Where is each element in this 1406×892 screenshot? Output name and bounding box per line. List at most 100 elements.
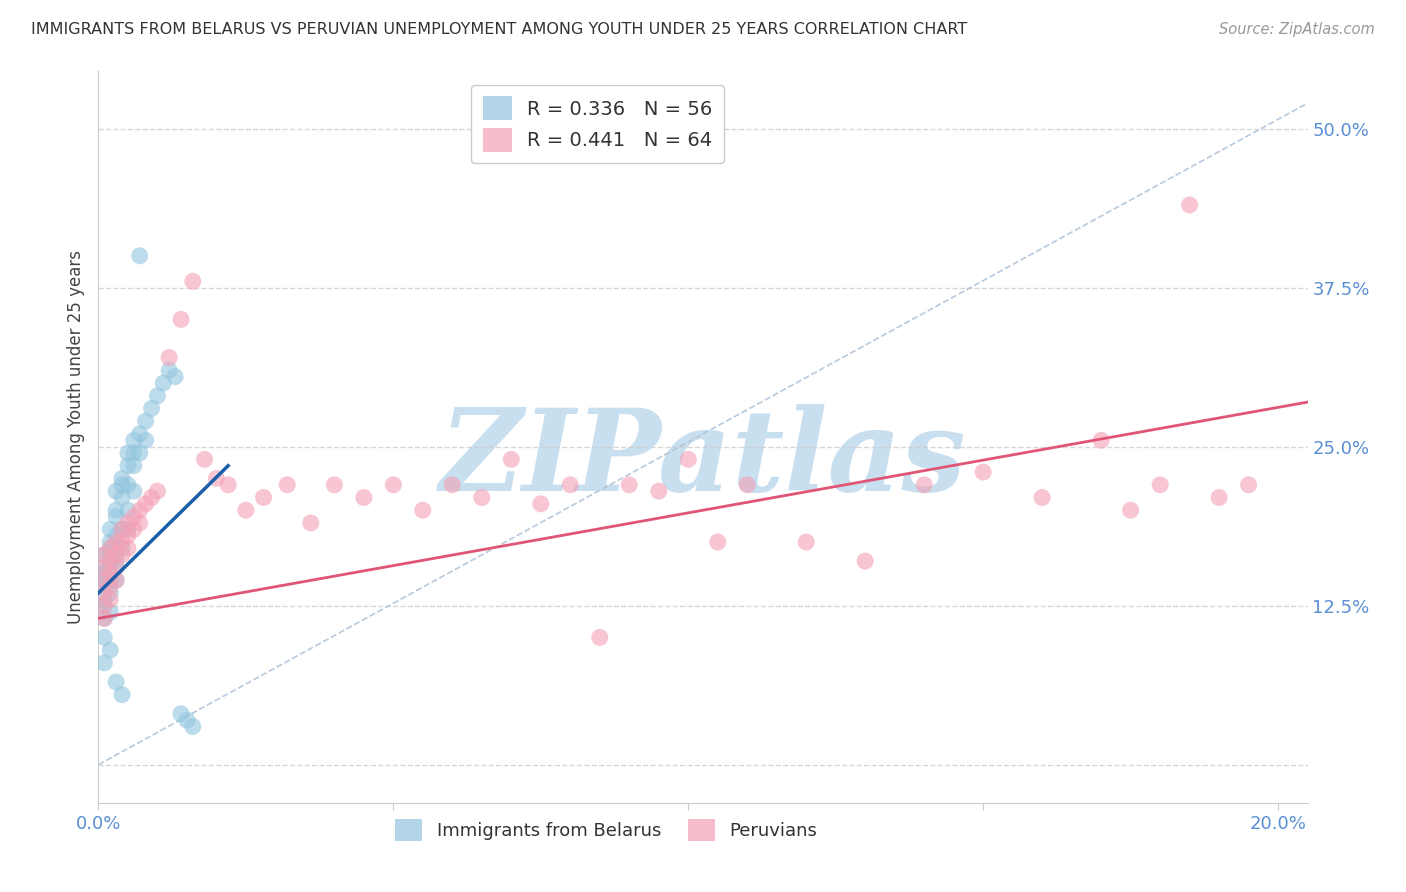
Point	[217, 477, 239, 491]
Point	[1237, 477, 1260, 491]
Point	[98, 573, 121, 587]
Point	[93, 548, 115, 562]
Point	[1090, 434, 1112, 448]
Point	[205, 471, 228, 485]
Point	[105, 529, 128, 543]
Point	[93, 611, 115, 625]
Point	[93, 573, 115, 587]
Point	[117, 522, 139, 536]
Point	[105, 484, 128, 499]
Point	[589, 631, 612, 645]
Point	[972, 465, 994, 479]
Point	[98, 586, 121, 600]
Point	[105, 573, 128, 587]
Point	[122, 458, 145, 473]
Point	[157, 351, 180, 365]
Point	[560, 477, 582, 491]
Point	[501, 452, 523, 467]
Point	[1119, 503, 1142, 517]
Point	[412, 503, 434, 517]
Point	[135, 497, 157, 511]
Point	[98, 541, 121, 556]
Text: ZIPatlas: ZIPatlas	[440, 403, 966, 515]
Point	[98, 535, 121, 549]
Point	[111, 522, 134, 536]
Point	[105, 554, 128, 568]
Point	[117, 541, 139, 556]
Point	[122, 446, 145, 460]
Point	[141, 401, 163, 416]
Point	[128, 446, 150, 460]
Point	[794, 535, 817, 549]
Point	[117, 529, 139, 543]
Point	[93, 560, 115, 574]
Point	[117, 503, 139, 517]
Point	[117, 477, 139, 491]
Point	[105, 541, 128, 556]
Text: IMMIGRANTS FROM BELARUS VS PERUVIAN UNEMPLOYMENT AMONG YOUTH UNDER 25 YEARS CORR: IMMIGRANTS FROM BELARUS VS PERUVIAN UNEM…	[31, 22, 967, 37]
Point	[252, 491, 274, 505]
Point	[105, 548, 128, 562]
Point	[441, 477, 464, 491]
Point	[122, 484, 145, 499]
Point	[1208, 491, 1230, 505]
Point	[176, 713, 198, 727]
Point	[1149, 477, 1171, 491]
Point	[98, 643, 121, 657]
Point	[471, 491, 494, 505]
Point	[105, 675, 128, 690]
Point	[678, 452, 700, 467]
Point	[122, 522, 145, 536]
Point	[117, 516, 139, 530]
Point	[93, 631, 115, 645]
Point	[128, 503, 150, 517]
Point	[128, 426, 150, 441]
Point	[105, 573, 128, 587]
Point	[111, 541, 134, 556]
Point	[157, 363, 180, 377]
Point	[530, 497, 553, 511]
Point	[93, 548, 115, 562]
Point	[93, 592, 115, 607]
Point	[93, 656, 115, 670]
Point	[128, 249, 150, 263]
Point	[128, 516, 150, 530]
Point	[706, 535, 728, 549]
Point	[382, 477, 405, 491]
Point	[111, 548, 134, 562]
Point	[98, 554, 121, 568]
Point	[135, 434, 157, 448]
Point	[1178, 198, 1201, 212]
Y-axis label: Unemployment Among Youth under 25 years: Unemployment Among Youth under 25 years	[66, 250, 84, 624]
Point	[117, 458, 139, 473]
Point	[111, 535, 134, 549]
Point	[648, 484, 671, 499]
Text: Source: ZipAtlas.com: Source: ZipAtlas.com	[1219, 22, 1375, 37]
Point	[98, 554, 121, 568]
Point	[105, 535, 128, 549]
Point	[117, 446, 139, 460]
Point	[93, 586, 115, 600]
Legend: Immigrants from Belarus, Peruvians: Immigrants from Belarus, Peruvians	[388, 812, 825, 848]
Point	[105, 560, 128, 574]
Point	[912, 477, 935, 491]
Point	[146, 389, 169, 403]
Point	[170, 706, 193, 721]
Point	[98, 605, 121, 619]
Point	[111, 491, 134, 505]
Point	[276, 477, 298, 491]
Point	[98, 548, 121, 562]
Point	[98, 580, 121, 594]
Point	[853, 554, 876, 568]
Point	[98, 566, 121, 581]
Point	[93, 566, 115, 581]
Point	[111, 471, 134, 485]
Point	[323, 477, 346, 491]
Point	[93, 599, 115, 613]
Point	[105, 509, 128, 524]
Point	[152, 376, 174, 390]
Point	[146, 484, 169, 499]
Point	[235, 503, 257, 517]
Point	[170, 312, 193, 326]
Point	[111, 688, 134, 702]
